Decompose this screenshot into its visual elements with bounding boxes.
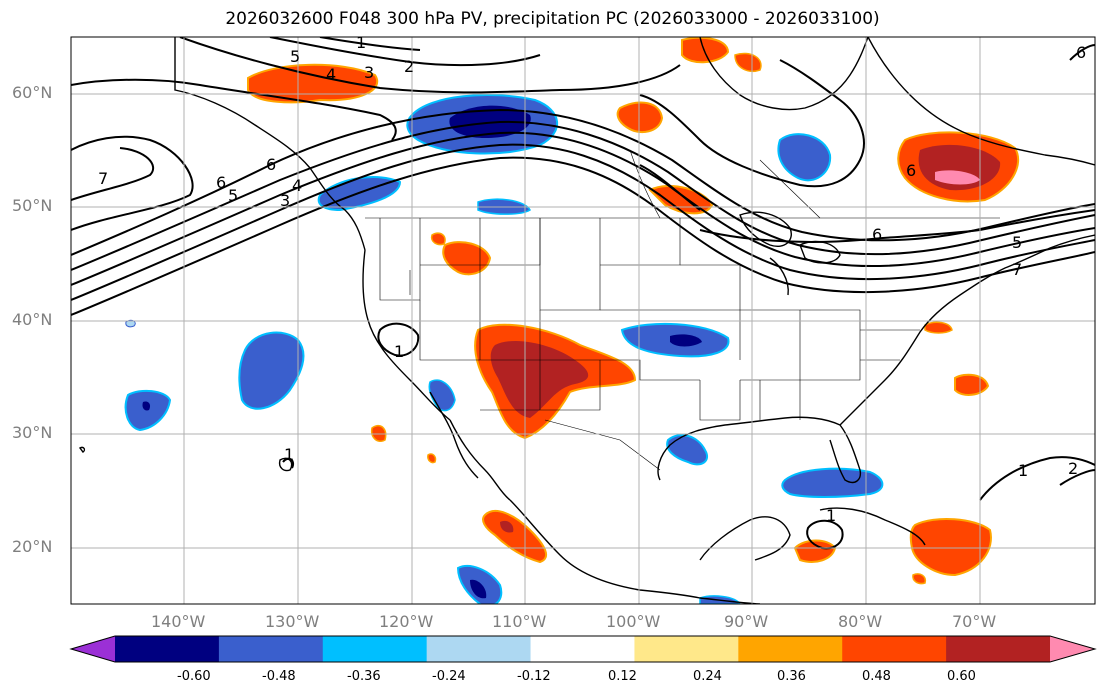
lat-label: 50°N bbox=[12, 196, 53, 215]
contour-label: 4 bbox=[292, 176, 302, 195]
contour-label: 1 bbox=[394, 342, 404, 361]
colorbar-tick: -0.36 bbox=[347, 669, 381, 684]
lon-label: 110°W bbox=[492, 612, 547, 631]
contour-label: 6 bbox=[906, 161, 916, 180]
contour-label: 1 bbox=[284, 445, 294, 464]
map-frame bbox=[70, 36, 1096, 605]
colorbar-tick: 0.36 bbox=[777, 669, 806, 684]
lon-label: 130°W bbox=[265, 612, 320, 631]
contour-label: 6 bbox=[216, 173, 226, 192]
contour-label: 6 bbox=[872, 225, 882, 244]
precip-shading bbox=[124, 37, 1020, 604]
colorbar-tick: 0.24 bbox=[693, 669, 722, 684]
contour-label: 6 bbox=[1076, 43, 1086, 62]
contour-labels: 1 2 3 4 5 6 7 3 4 5 6 1 6 5 7 6 1 2 1 1 … bbox=[98, 33, 1086, 525]
lon-label: 140°W bbox=[151, 612, 206, 631]
lon-label: 100°W bbox=[606, 612, 661, 631]
lon-label: 70°W bbox=[952, 612, 997, 631]
contour-label: 5 bbox=[228, 186, 238, 205]
contour-label: 5 bbox=[290, 47, 300, 66]
contour-label: 7 bbox=[98, 169, 108, 188]
colorbar-tick: 0.48 bbox=[862, 669, 891, 684]
borders bbox=[174, 37, 1000, 471]
contour-label: 5 bbox=[1012, 233, 1022, 252]
contour-label: 2 bbox=[404, 57, 414, 76]
contour-label: 3 bbox=[364, 63, 374, 82]
lat-label: 40°N bbox=[12, 310, 53, 329]
lat-label: 20°N bbox=[12, 537, 53, 556]
contour-label: 4 bbox=[326, 65, 336, 84]
contour-label: 2 bbox=[1068, 459, 1078, 478]
contour-label: 1 bbox=[1018, 461, 1028, 480]
colorbar-tick: -0.60 bbox=[177, 669, 211, 684]
contour-label: 6 bbox=[266, 155, 276, 174]
map-title: 2026032600 F048 300 hPa PV, precipitatio… bbox=[225, 9, 880, 29]
lat-label: 60°N bbox=[12, 83, 53, 102]
pv-contours bbox=[71, 37, 1095, 550]
lat-label: 30°N bbox=[12, 423, 53, 442]
lon-label: 120°W bbox=[379, 612, 434, 631]
contour-label: 3 bbox=[280, 191, 290, 210]
colorbar-tick: 0.60 bbox=[947, 669, 976, 684]
contour-label: 7 bbox=[1012, 260, 1022, 279]
colorbar-tick: -0.48 bbox=[262, 669, 296, 684]
colorbar-tick: -0.24 bbox=[432, 669, 466, 684]
colorbar-tick: -0.12 bbox=[517, 669, 551, 684]
contour-label: 1 bbox=[826, 506, 836, 525]
lon-label: 80°W bbox=[838, 612, 883, 631]
gridlines bbox=[71, 37, 1095, 604]
coastlines bbox=[78, 37, 1095, 604]
lon-label: 90°W bbox=[724, 612, 769, 631]
contour-label: 1 bbox=[356, 33, 366, 52]
colorbar-tick: 0.12 bbox=[608, 669, 637, 684]
